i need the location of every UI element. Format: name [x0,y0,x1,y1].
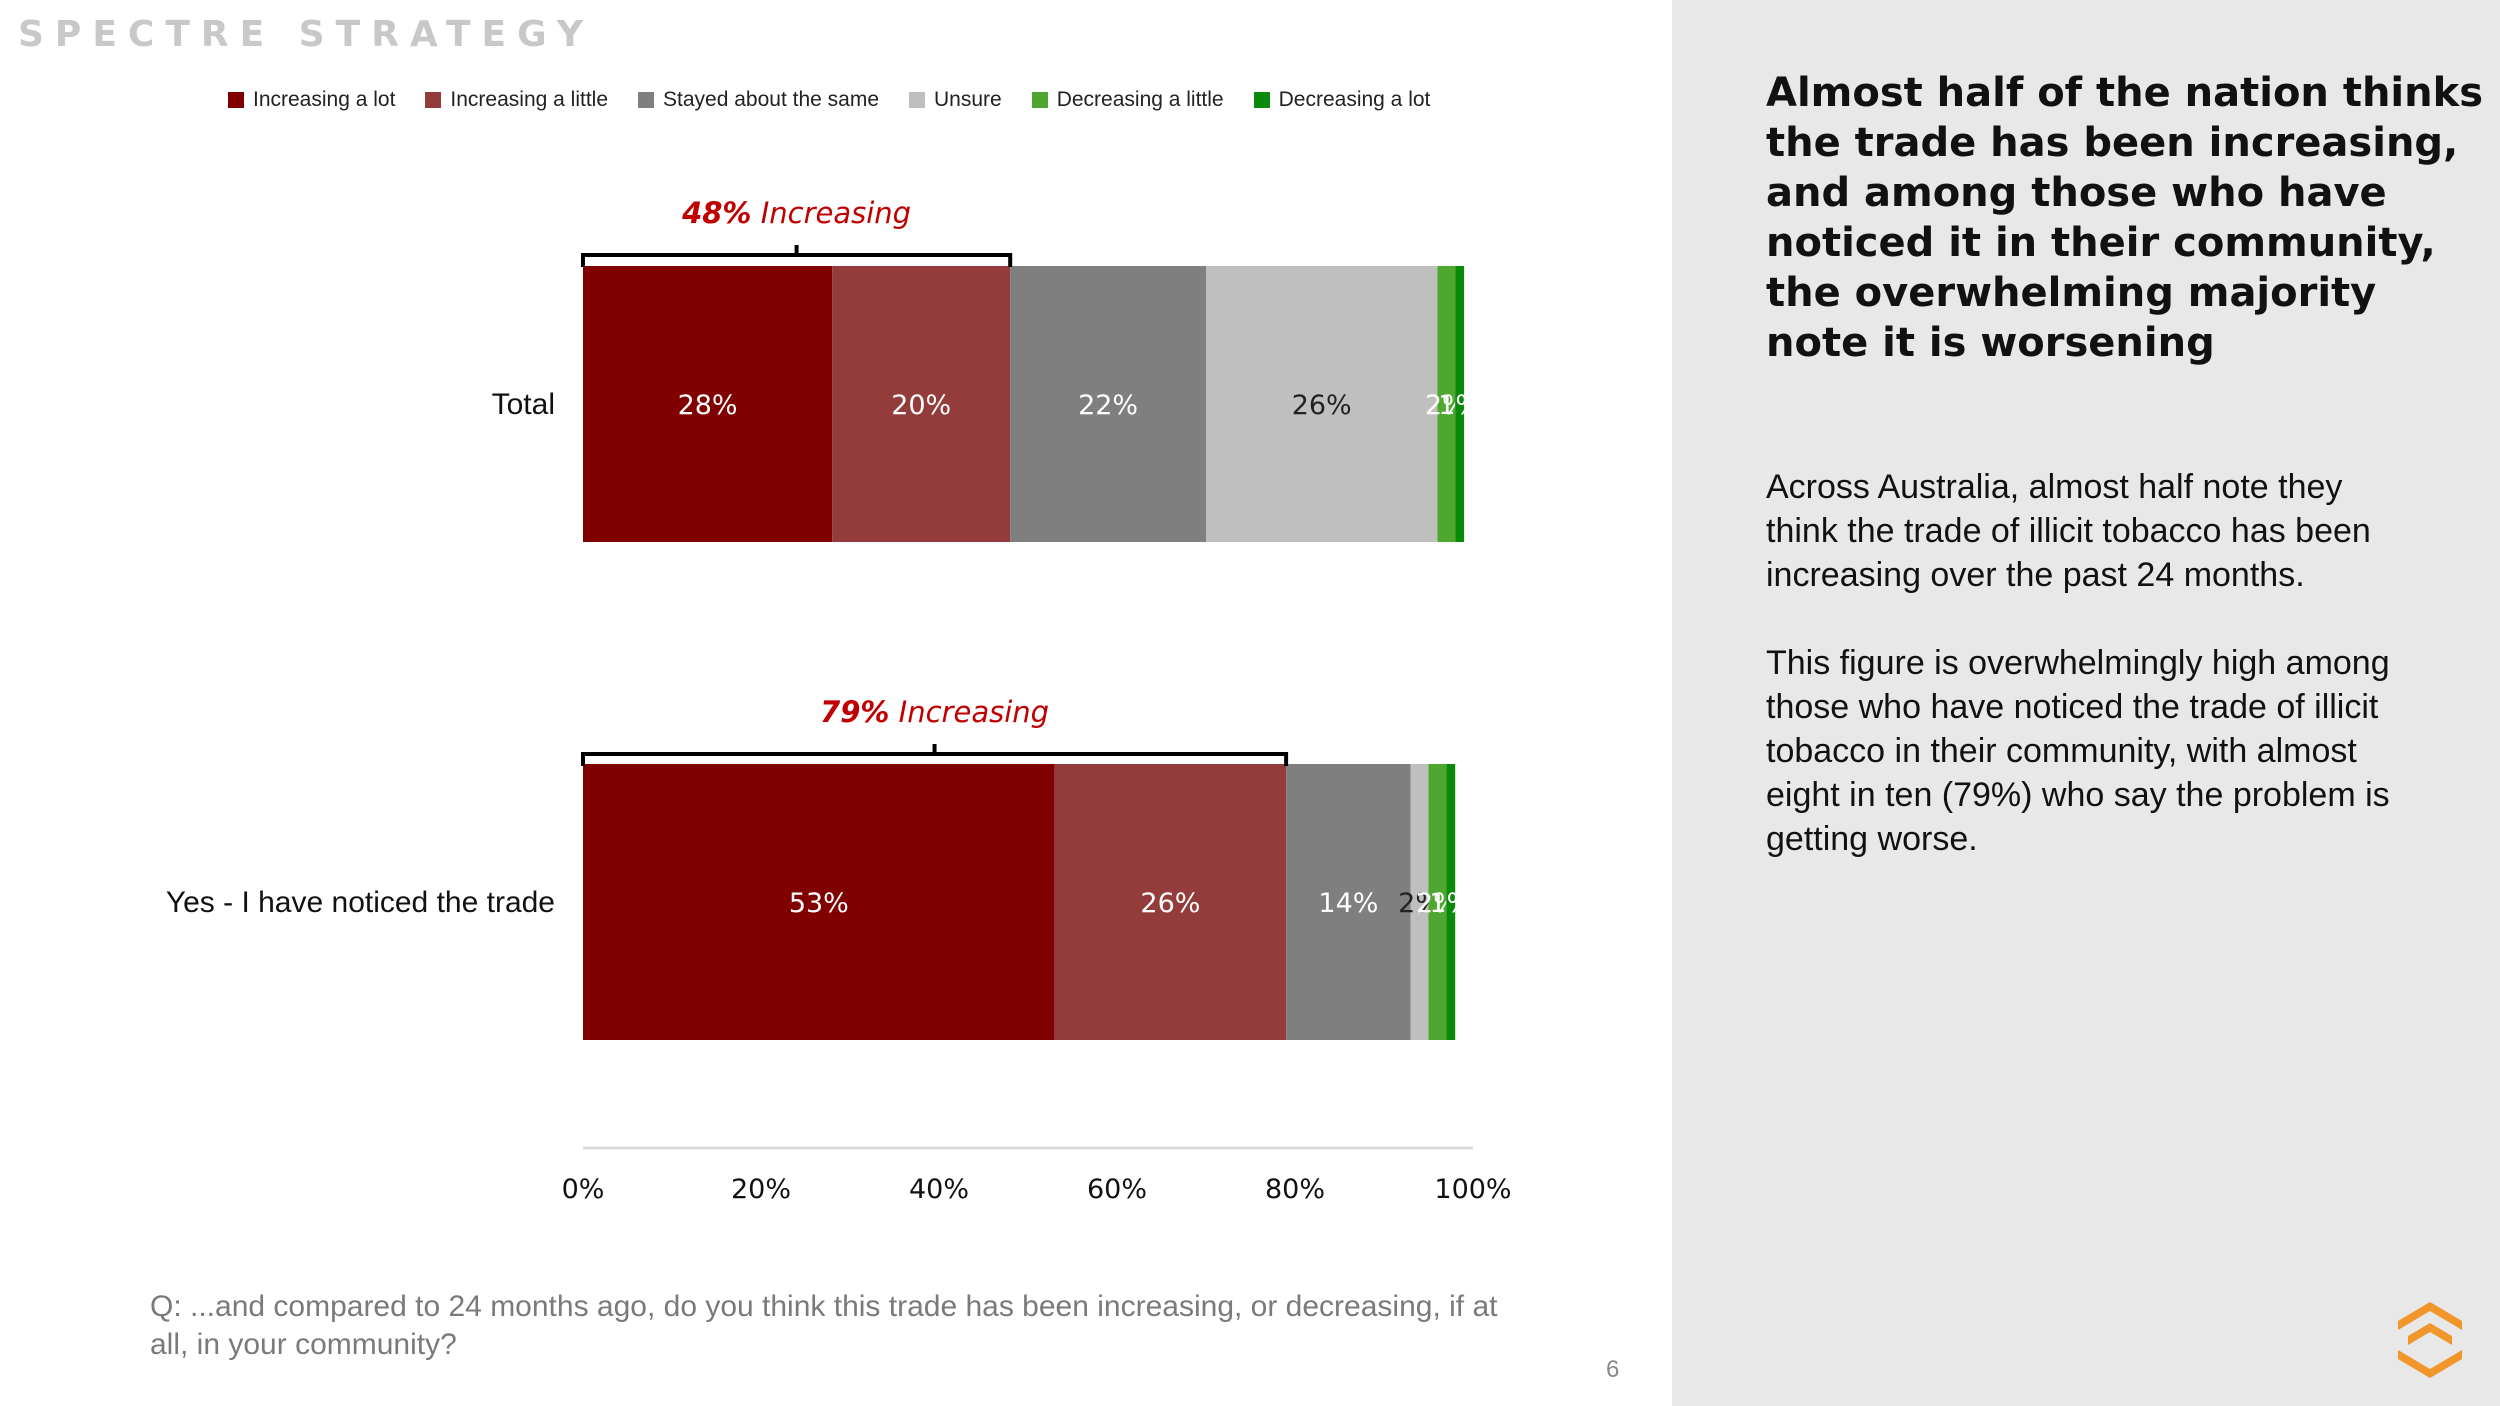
legend-item-decreasing-a-lot: Decreasing a lot [1253,88,1431,112]
data-label: 28% [678,390,738,421]
legend-swatch [1031,92,1048,108]
legend-swatch [1253,92,1270,108]
page-number: 6 [1606,1356,1620,1383]
legend-item-increasing-a-little: Increasing a little [425,88,608,112]
data-label: 53% [789,888,849,919]
x-tick-label: 0% [562,1174,605,1205]
data-label: 20% [891,390,951,421]
data-label: 26% [1140,888,1200,919]
bar-segment [583,266,833,542]
legend-label: Increasing a lot [253,88,396,111]
bar-segment [583,764,1055,1040]
increasing-annotation: 48% Increasing [681,196,911,230]
brand-wordmark: SPECTRE STRATEGY [18,14,594,55]
data-label: 22% [1078,390,1138,421]
panel-paragraph: Across Australia, almost half note they … [1766,468,2371,594]
data-label: 14% [1318,888,1378,919]
annotation-text: Increasing [889,695,1049,729]
legend-swatch [638,92,655,108]
panel-body: Across Australia, almost half note they … [1766,465,2406,905]
bar-segment [1010,266,1206,542]
legend-label: Unsure [934,88,1002,111]
legend-item-decreasing-a-little: Decreasing a little [1031,88,1224,112]
legend-swatch [909,92,925,108]
side-panel: Almost half of the nation thinks the tra… [1672,0,2500,1406]
legend-label: Decreasing a lot [1278,88,1431,111]
bar-segment [1446,764,1456,1040]
legend-label: Decreasing a little [1056,88,1224,111]
spectre-logo-icon [2398,1302,2462,1378]
x-tick-label: 20% [731,1174,791,1205]
data-label: 26% [1292,390,1352,421]
x-tick-label: 60% [1087,1174,1147,1205]
x-tick-label: 100% [1434,1174,1511,1205]
increasing-annotation: 79% Increasing [820,695,1049,729]
bar-segment [832,266,1011,542]
survey-question: Q: ...and compared to 24 months ago, do … [150,1290,1498,1361]
bar-segment [1206,266,1438,542]
legend-label: Stayed about the same [663,88,879,111]
increasing-bracket [581,253,1013,267]
category-label: Total [492,388,555,421]
x-tick-label: 80% [1265,1174,1325,1205]
bar-segment [1054,764,1287,1040]
category-label: Yes - I have noticed the trade [166,886,555,919]
legend-swatch [425,92,442,108]
data-label: 1% [1438,390,1481,421]
bar-segment [1455,266,1465,542]
panel-paragraph: This figure is overwhelmingly high among… [1766,644,2390,858]
bar-segment [1428,764,1447,1040]
x-tick-label: 40% [909,1174,969,1205]
legend-item-stayed-same: Stayed about the same [638,88,879,112]
bar-segment [1437,266,1456,542]
legend-label: Increasing a little [450,88,609,111]
annotation-value: 79% [820,695,889,729]
panel-headline: Almost half of the nation thinks the tra… [1766,70,2484,366]
legend-item-increasing-a-lot: Increasing a lot [228,88,395,112]
bar-segment [1286,764,1411,1040]
annotation-text: Increasing [752,196,912,230]
chart-legend: Increasing a lot Increasing a little Sta… [228,88,1430,112]
annotation-value: 48% [681,196,751,230]
legend-swatch [228,92,244,108]
legend-item-unsure: Unsure [909,88,1002,112]
data-label: 1% [1429,888,1472,919]
bar-segment [1410,764,1429,1040]
